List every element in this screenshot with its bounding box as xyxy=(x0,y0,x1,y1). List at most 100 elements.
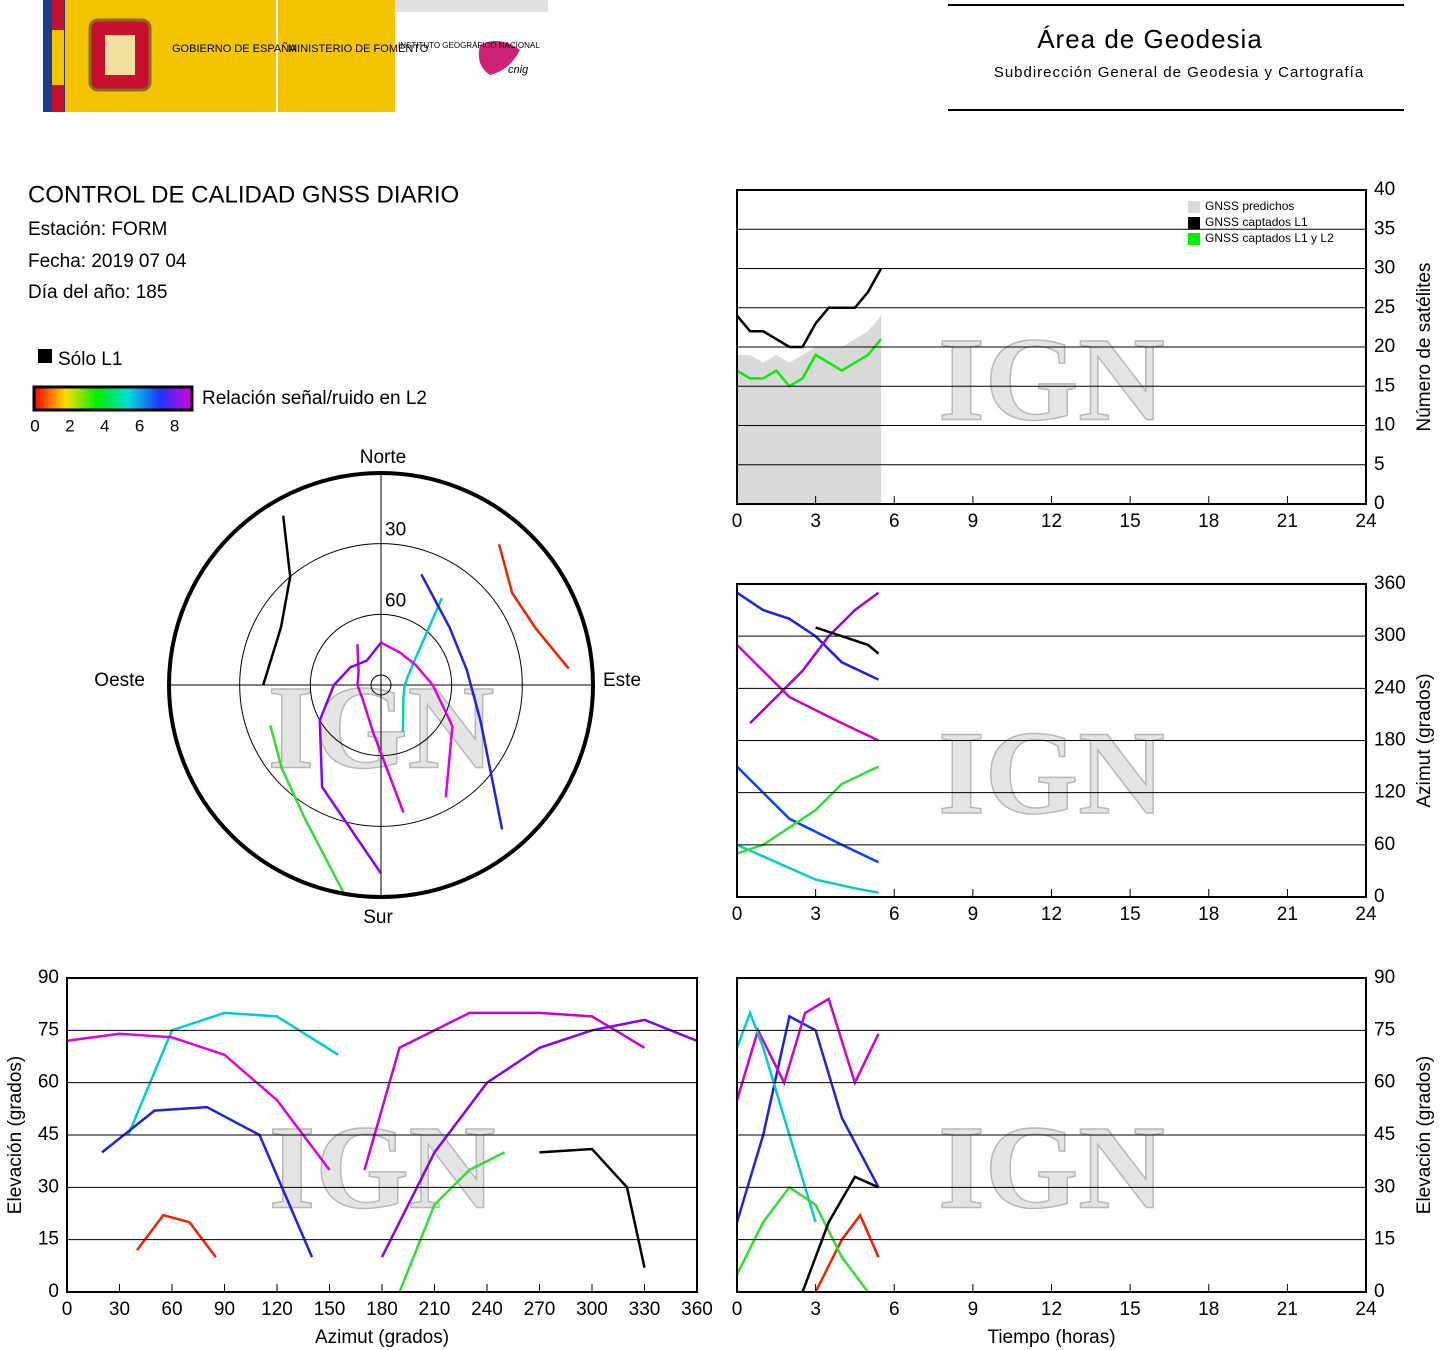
x-tick-label: 90 xyxy=(214,1299,235,1320)
track xyxy=(363,1011,646,1171)
x-tick-label: 60 xyxy=(161,1299,182,1320)
horizon xyxy=(167,471,595,899)
cnig-label: cnig xyxy=(508,64,529,76)
legend-label: GNSS captados L1 xyxy=(1205,215,1308,229)
colorbar-tick-label: 4 xyxy=(100,416,109,435)
report-title: CONTROL DE CALIDAD GNSS DIARIO xyxy=(28,181,459,208)
day-of-year: Día del año: 185 xyxy=(28,282,167,303)
area-subtitle: Subdirección General de Geodesia y Carto… xyxy=(994,64,1364,81)
y-tick-label: 10 xyxy=(1374,415,1395,436)
track xyxy=(801,1175,880,1293)
l1-only-label: Sólo L1 xyxy=(58,349,122,370)
y-tick-label: 60 xyxy=(1374,834,1395,855)
legend-label: GNSS predichos xyxy=(1205,199,1294,213)
x-tick-label: 0 xyxy=(732,904,743,925)
direction-label: Oeste xyxy=(94,670,145,691)
y-tick-label: 360 xyxy=(1374,573,1406,594)
x-tick-label: 270 xyxy=(524,1299,556,1320)
track xyxy=(814,1212,880,1293)
x-tick-label: 18 xyxy=(1198,511,1219,532)
x-tick-label: 6 xyxy=(889,511,900,532)
track xyxy=(736,644,880,742)
x-tick-label: 30 xyxy=(109,1299,130,1320)
x-tick-label: 12 xyxy=(1041,904,1062,925)
y-tick-label: 15 xyxy=(38,1229,59,1250)
date: Fecha: 2019 07 04 xyxy=(28,251,187,272)
x-tick-label: 360 xyxy=(681,1299,713,1320)
x-tick-label: 3 xyxy=(810,511,821,532)
legend-swatch xyxy=(1188,217,1200,229)
plot-frame xyxy=(736,583,1367,898)
watermark: IGN xyxy=(938,313,1165,446)
y-tick-label: 45 xyxy=(38,1124,59,1145)
x-tick-label: 0 xyxy=(732,511,743,532)
track xyxy=(736,591,880,681)
track xyxy=(736,765,880,855)
track xyxy=(736,765,880,864)
y-axis-label: Azimut (grados) xyxy=(1414,673,1435,807)
station: Estación: FORM xyxy=(28,219,167,240)
y-tick-label: 30 xyxy=(1374,258,1395,279)
area xyxy=(737,315,882,504)
l1-only-swatch xyxy=(38,349,52,363)
x-tick-label: 6 xyxy=(889,904,900,925)
y-tick-label: 30 xyxy=(1374,1176,1395,1197)
plot-frame xyxy=(736,977,1367,1293)
track xyxy=(735,1185,869,1293)
x-tick-label: 0 xyxy=(62,1299,73,1320)
x-tick-label: 0 xyxy=(732,1299,743,1320)
y-tick-label: 20 xyxy=(1374,336,1395,357)
y-tick-label: 60 xyxy=(38,1072,59,1093)
y-tick-label: 0 xyxy=(1374,1281,1385,1302)
track xyxy=(735,997,880,1101)
x-tick-label: 21 xyxy=(1277,1299,1298,1320)
y-tick-label: 0 xyxy=(1374,493,1385,514)
x-tick-label: 3 xyxy=(810,904,821,925)
y-tick-label: 30 xyxy=(38,1176,59,1197)
colorbar-label: Relación señal/ruido en L2 xyxy=(202,388,427,409)
colorbar xyxy=(32,385,194,412)
sky-track xyxy=(269,724,346,895)
x-tick-label: 12 xyxy=(1041,1299,1062,1320)
sky-track xyxy=(420,573,504,830)
x-tick-label: 120 xyxy=(261,1299,293,1320)
track xyxy=(101,1105,314,1258)
x-axis-label: Tiempo (horas) xyxy=(987,1327,1115,1348)
y-tick-label: 240 xyxy=(1374,677,1406,698)
sky-track xyxy=(356,644,405,814)
x-tick-label: 330 xyxy=(629,1299,661,1320)
y-tick-label: 45 xyxy=(1374,1124,1395,1145)
colorbar-tick-label: 6 xyxy=(135,416,144,435)
track xyxy=(136,1213,217,1258)
y-tick-label: 25 xyxy=(1374,297,1395,318)
track xyxy=(749,591,880,724)
x-tick-label: 15 xyxy=(1120,904,1141,925)
plot-frame xyxy=(736,189,1367,505)
x-tick-label: 18 xyxy=(1198,1299,1219,1320)
x-tick-label: 300 xyxy=(576,1299,608,1320)
area-title: Área de Geodesia xyxy=(1037,24,1263,54)
y-tick-label: 5 xyxy=(1374,454,1385,475)
y-tick-label: 15 xyxy=(1374,1229,1395,1250)
legend-swatch xyxy=(1188,233,1200,245)
legend-label: GNSS captados L1 y L2 xyxy=(1205,231,1334,245)
x-tick-label: 210 xyxy=(419,1299,451,1320)
y-axis-label: Elevación (grados) xyxy=(1414,1056,1435,1214)
y-tick-label: 0 xyxy=(48,1281,59,1302)
watermark: IGN xyxy=(269,1101,496,1234)
x-tick-label: 15 xyxy=(1120,1299,1141,1320)
direction-label: Norte xyxy=(360,447,406,468)
x-tick-label: 18 xyxy=(1198,904,1219,925)
x-tick-label: 6 xyxy=(889,1299,900,1320)
x-axis-label: Azimut (grados) xyxy=(315,1327,449,1348)
y-tick-label: 120 xyxy=(1374,782,1406,803)
x-tick-label: 9 xyxy=(968,1299,979,1320)
direction-label: Sur xyxy=(363,907,393,928)
track xyxy=(736,843,879,894)
zenith-ring xyxy=(370,674,392,696)
sky-track xyxy=(380,641,454,798)
x-tick-label: 240 xyxy=(471,1299,503,1320)
x-tick-label: 21 xyxy=(1277,904,1298,925)
colorbar-tick-label: 0 xyxy=(30,416,39,435)
